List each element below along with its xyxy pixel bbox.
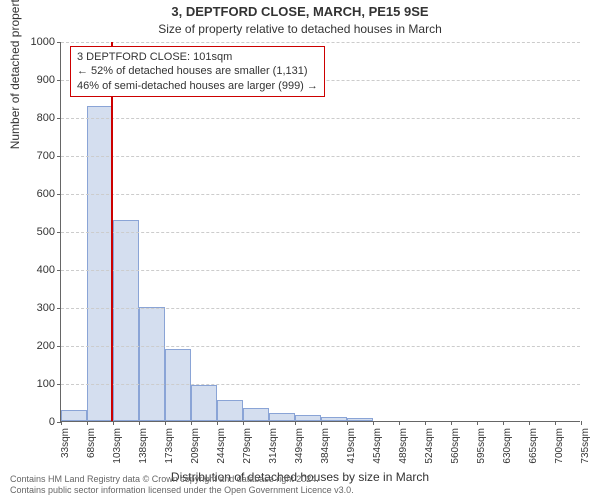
gridline: [61, 42, 580, 43]
x-tick-mark: [165, 421, 166, 425]
histogram-bar: [321, 417, 347, 421]
x-tick-label: 630sqm: [502, 428, 513, 478]
x-tick-mark: [87, 421, 88, 425]
histogram-bar: [139, 307, 165, 421]
x-tick-mark: [451, 421, 452, 425]
histogram-bar: [217, 400, 243, 421]
y-tick-label: 400: [0, 264, 55, 276]
x-tick-label: 454sqm: [372, 428, 383, 478]
x-tick-label: 33sqm: [60, 428, 71, 478]
x-tick-label: 384sqm: [320, 428, 331, 478]
x-tick-mark: [373, 421, 374, 425]
x-tick-label: 665sqm: [528, 428, 539, 478]
y-tick-label: 500: [0, 226, 55, 238]
x-tick-mark: [217, 421, 218, 425]
highlight-line: [111, 42, 113, 421]
gridline: [61, 346, 580, 347]
gridline: [61, 270, 580, 271]
x-tick-label: 489sqm: [398, 428, 409, 478]
chart-container: 3, DEPTFORD CLOSE, MARCH, PE15 9SE Size …: [0, 0, 600, 500]
x-tick-label: 173sqm: [164, 428, 175, 478]
y-tick-mark: [57, 270, 61, 271]
y-tick-label: 1000: [0, 36, 55, 48]
x-tick-label: 700sqm: [554, 428, 565, 478]
y-tick-label: 800: [0, 112, 55, 124]
y-tick-label: 700: [0, 150, 55, 162]
x-tick-mark: [399, 421, 400, 425]
y-tick-mark: [57, 118, 61, 119]
histogram-bar: [113, 220, 139, 421]
x-tick-mark: [477, 421, 478, 425]
y-tick-label: 300: [0, 302, 55, 314]
x-tick-label: 68sqm: [86, 428, 97, 478]
gridline: [61, 308, 580, 309]
y-tick-label: 600: [0, 188, 55, 200]
annotation-box: 3 DEPTFORD CLOSE: 101sqm ← 52% of detach…: [70, 46, 325, 97]
x-tick-label: 735sqm: [580, 428, 591, 478]
histogram-bar: [269, 413, 295, 421]
x-tick-mark: [269, 421, 270, 425]
y-tick-label: 900: [0, 74, 55, 86]
histogram-bar: [295, 415, 321, 421]
gridline: [61, 384, 580, 385]
gridline: [61, 156, 580, 157]
x-tick-mark: [295, 421, 296, 425]
y-tick-mark: [57, 156, 61, 157]
x-tick-mark: [503, 421, 504, 425]
gridline: [61, 118, 580, 119]
y-tick-mark: [57, 194, 61, 195]
annotation-line1: 3 DEPTFORD CLOSE: 101sqm: [77, 50, 318, 64]
footer-line2: Contains public sector information licen…: [10, 485, 354, 496]
x-tick-label: 349sqm: [294, 428, 305, 478]
gridline: [61, 232, 580, 233]
x-tick-label: 103sqm: [112, 428, 123, 478]
x-tick-mark: [243, 421, 244, 425]
histogram-bar: [191, 385, 217, 421]
y-tick-mark: [57, 384, 61, 385]
chart-subtitle: Size of property relative to detached ho…: [0, 22, 600, 36]
x-tick-label: 138sqm: [138, 428, 149, 478]
x-tick-mark: [347, 421, 348, 425]
y-tick-mark: [57, 346, 61, 347]
y-tick-label: 200: [0, 340, 55, 352]
chart-title: 3, DEPTFORD CLOSE, MARCH, PE15 9SE: [0, 4, 600, 19]
x-tick-label: 524sqm: [424, 428, 435, 478]
histogram-bar: [61, 410, 87, 421]
x-tick-label: 560sqm: [450, 428, 461, 478]
x-tick-mark: [555, 421, 556, 425]
x-tick-mark: [581, 421, 582, 425]
annotation-line2: ← 52% of detached houses are smaller (1,…: [77, 64, 318, 78]
histogram-bar: [243, 408, 269, 421]
plot-area: [60, 42, 580, 422]
annotation-line3: 46% of semi-detached houses are larger (…: [77, 79, 318, 93]
x-tick-mark: [321, 421, 322, 425]
y-tick-mark: [57, 308, 61, 309]
y-tick-mark: [57, 42, 61, 43]
x-tick-mark: [61, 421, 62, 425]
x-tick-label: 279sqm: [242, 428, 253, 478]
x-tick-label: 314sqm: [268, 428, 279, 478]
x-tick-label: 244sqm: [216, 428, 227, 478]
y-tick-mark: [57, 80, 61, 81]
gridline: [61, 194, 580, 195]
x-tick-mark: [191, 421, 192, 425]
histogram-bar: [347, 418, 373, 421]
x-tick-mark: [113, 421, 114, 425]
x-tick-label: 419sqm: [346, 428, 357, 478]
x-tick-mark: [425, 421, 426, 425]
y-tick-label: 0: [0, 416, 55, 428]
y-tick-label: 100: [0, 378, 55, 390]
y-tick-mark: [57, 232, 61, 233]
x-tick-mark: [529, 421, 530, 425]
x-tick-label: 209sqm: [190, 428, 201, 478]
x-tick-mark: [139, 421, 140, 425]
x-tick-label: 595sqm: [476, 428, 487, 478]
histogram-bar: [87, 106, 113, 421]
